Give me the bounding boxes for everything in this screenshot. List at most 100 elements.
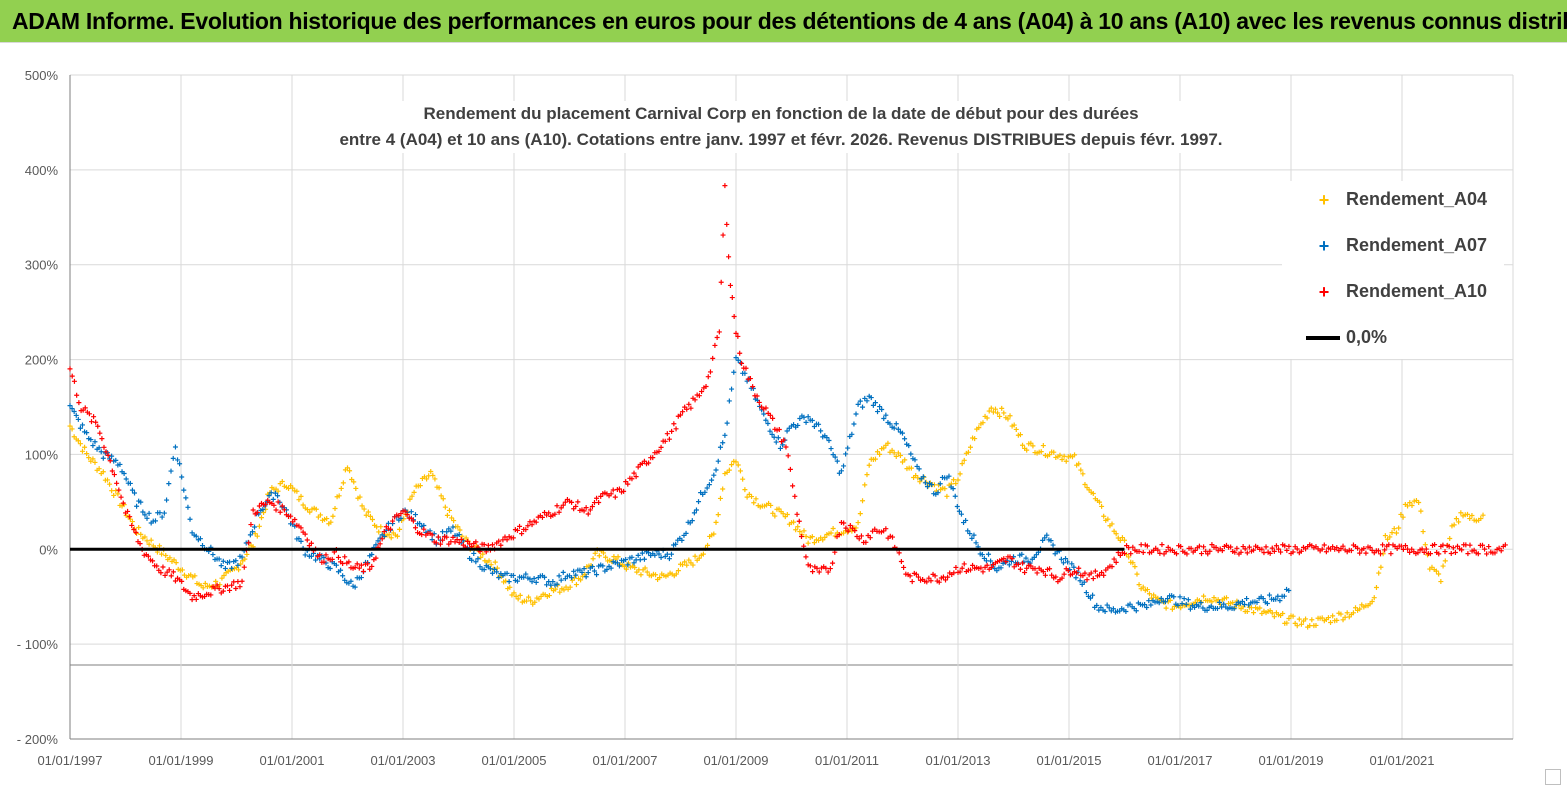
data-point-a07: [765, 420, 771, 426]
data-point-a10: [1242, 546, 1248, 552]
data-point-a10: [1205, 551, 1211, 557]
data-point-a10: [705, 374, 711, 380]
data-point-a07: [855, 401, 861, 407]
data-point-a10: [379, 536, 385, 542]
data-point-a04: [1072, 452, 1078, 458]
data-point-a04: [700, 551, 706, 557]
data-point-a07: [795, 422, 801, 428]
data-point-a07: [69, 406, 75, 412]
data-point-a10: [1074, 570, 1080, 576]
data-point-a10: [712, 342, 718, 348]
data-point-a07: [600, 563, 606, 569]
data-point-a04: [1353, 605, 1359, 611]
data-point-a10: [1234, 545, 1240, 551]
data-point-a10: [1407, 549, 1413, 555]
data-point-a04: [167, 555, 173, 561]
data-point-a10: [569, 499, 575, 505]
data-point-a04: [908, 465, 914, 471]
data-point-a04: [376, 529, 382, 535]
data-point-a10: [883, 526, 889, 532]
data-point-a07: [629, 554, 635, 560]
data-point-a07: [529, 579, 535, 585]
data-point-a10: [907, 573, 913, 579]
data-point-a10: [105, 452, 111, 458]
data-point-a10: [275, 499, 281, 505]
data-point-a07: [144, 515, 150, 521]
data-point-a07: [1175, 602, 1181, 608]
data-point-a07: [412, 512, 418, 518]
data-point-a10: [692, 397, 698, 403]
data-point-a10: [1163, 549, 1169, 555]
data-point-a04: [92, 459, 98, 465]
data-point-a10: [852, 528, 858, 534]
data-point-a07: [1006, 562, 1012, 568]
data-point-a07: [247, 532, 253, 538]
data-point-a04: [347, 468, 353, 474]
data-point-a10: [107, 458, 113, 464]
data-point-a10: [1084, 577, 1090, 583]
data-point-a07: [1204, 607, 1210, 613]
data-point-a07: [444, 529, 450, 535]
data-point-a04: [997, 413, 1003, 419]
data-point-a10: [172, 578, 178, 584]
data-point-a04: [673, 571, 679, 577]
data-point-a07: [77, 425, 83, 431]
data-point-a04: [1082, 482, 1088, 488]
data-point-a10: [360, 568, 366, 574]
data-point-a04: [917, 479, 923, 485]
data-point-a10: [924, 579, 930, 585]
data-point-a04: [129, 519, 135, 525]
data-point-a10: [131, 526, 137, 532]
data-point-a10: [901, 564, 907, 570]
data-point-a10: [936, 579, 942, 585]
data-point-a10: [1492, 550, 1498, 556]
data-point-a04: [100, 469, 106, 475]
data-point-a04: [492, 559, 498, 565]
data-point-a04: [1451, 522, 1457, 528]
data-point-a04: [478, 554, 484, 560]
data-point-a04: [1453, 516, 1459, 522]
data-point-a10: [790, 483, 796, 489]
data-point-a04: [632, 564, 638, 570]
data-point-a04: [463, 535, 469, 541]
data-point-a10: [91, 414, 97, 420]
data-point-a07: [604, 567, 610, 573]
data-point-a10: [664, 431, 670, 437]
data-point-a07: [883, 412, 889, 418]
data-point-a04: [984, 415, 990, 421]
series-a04: [67, 405, 1486, 630]
data-point-a04: [1391, 526, 1397, 532]
plus-marker-icon: +: [1318, 235, 1330, 256]
data-point-a04: [857, 511, 863, 517]
data-point-a07: [1260, 596, 1266, 602]
data-point-a04: [290, 485, 296, 491]
data-point-a04: [944, 493, 950, 499]
data-point-a07: [117, 461, 123, 467]
data-point-a10: [71, 378, 77, 384]
data-point-a04: [513, 593, 519, 599]
data-point-a04: [275, 488, 281, 494]
data-point-a04: [692, 553, 698, 559]
data-point-a10: [335, 554, 341, 560]
data-point-a07: [679, 537, 685, 543]
data-point-a07: [75, 416, 81, 422]
data-point-a10: [743, 365, 749, 371]
resize-handle-icon[interactable]: [1545, 769, 1561, 785]
data-point-a04: [744, 494, 750, 500]
data-point-a07: [639, 550, 645, 556]
data-point-a07: [166, 481, 172, 487]
data-point-a10: [1278, 549, 1284, 555]
data-point-a07: [988, 558, 994, 564]
data-point-a07: [809, 418, 815, 423]
data-point-a07: [67, 403, 73, 409]
data-point-a04: [737, 468, 743, 474]
data-point-a10: [1009, 556, 1015, 562]
data-point-a04: [690, 562, 696, 568]
data-point-a07: [1148, 602, 1154, 608]
data-point-a07: [96, 445, 102, 451]
data-point-a07: [589, 564, 595, 570]
data-point-a07: [1275, 593, 1281, 599]
data-point-a10: [233, 585, 239, 591]
data-point-a10: [179, 578, 185, 584]
data-point-a07: [1187, 606, 1193, 612]
